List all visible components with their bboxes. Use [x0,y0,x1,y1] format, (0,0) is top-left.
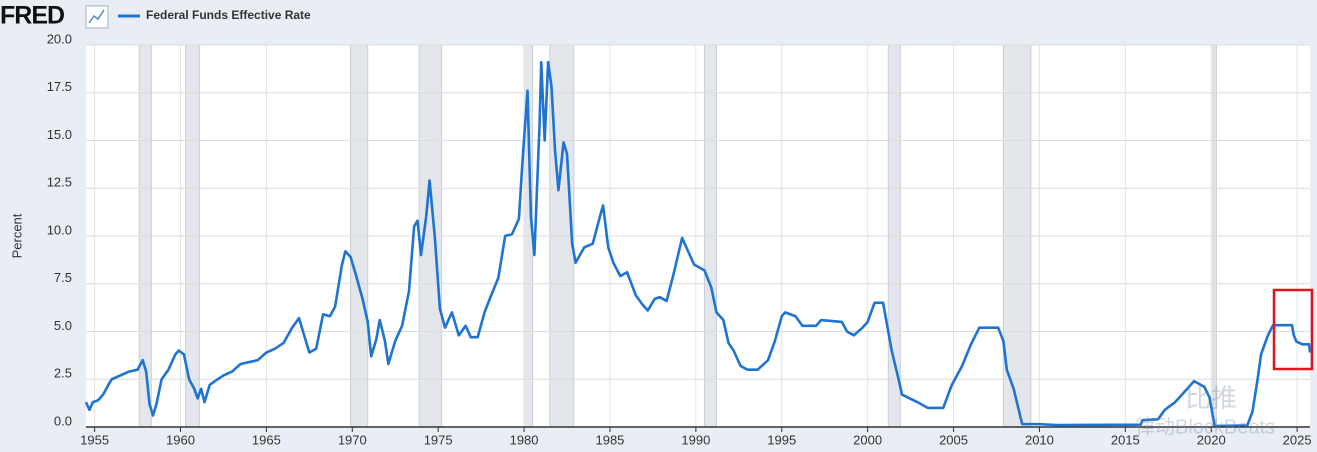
x-tick-label: 1990 [681,432,710,447]
legend: Federal Funds Effective Rate [118,8,311,22]
x-tick-label: 2015 [1111,432,1140,447]
y-tick-label: 7.5 [54,270,72,285]
x-tick-label: 1970 [338,432,367,447]
x-tick-label: 1975 [424,432,453,447]
logo-icon [85,5,109,29]
x-tick-label: 1965 [252,432,281,447]
y-axis-label: Percent [9,213,24,258]
x-tick-label: 2020 [1197,432,1226,447]
watermark-text: 律动BlockBeats [1135,415,1275,438]
x-tick-label: 1980 [510,432,539,447]
y-tick-label: 15.0 [47,127,72,142]
x-tick-label: 2005 [939,432,968,447]
y-tick-label: 12.5 [47,175,72,190]
x-tick-label: 2000 [853,432,882,447]
logo[interactable]: FRED [0,2,65,30]
highlight-box [1272,288,1314,371]
x-tick-label: 1960 [166,432,195,447]
x-tick-label: 1995 [767,432,796,447]
watermark: 比推 律动BlockBeats [1135,383,1275,438]
y-tick-label: 2.5 [54,366,72,381]
y-tick-label: 20.0 [47,31,72,46]
y-tick-label: 0.0 [54,413,72,428]
x-tick-label: 2010 [1025,432,1054,447]
watermark-text: 比推 [1185,383,1237,413]
y-tick-label: 10.0 [47,222,72,237]
line-series [84,60,1312,428]
y-tick-label: 5.0 [54,318,72,333]
x-tick-label: 1985 [595,432,624,447]
grid [86,44,1310,427]
series [84,60,1312,428]
x-tick-label: 2025 [1283,432,1312,447]
legend-label: Federal Funds Effective Rate [146,8,311,22]
y-tick-label: 17.5 [47,79,72,94]
x-tick-label: 1955 [80,432,109,447]
